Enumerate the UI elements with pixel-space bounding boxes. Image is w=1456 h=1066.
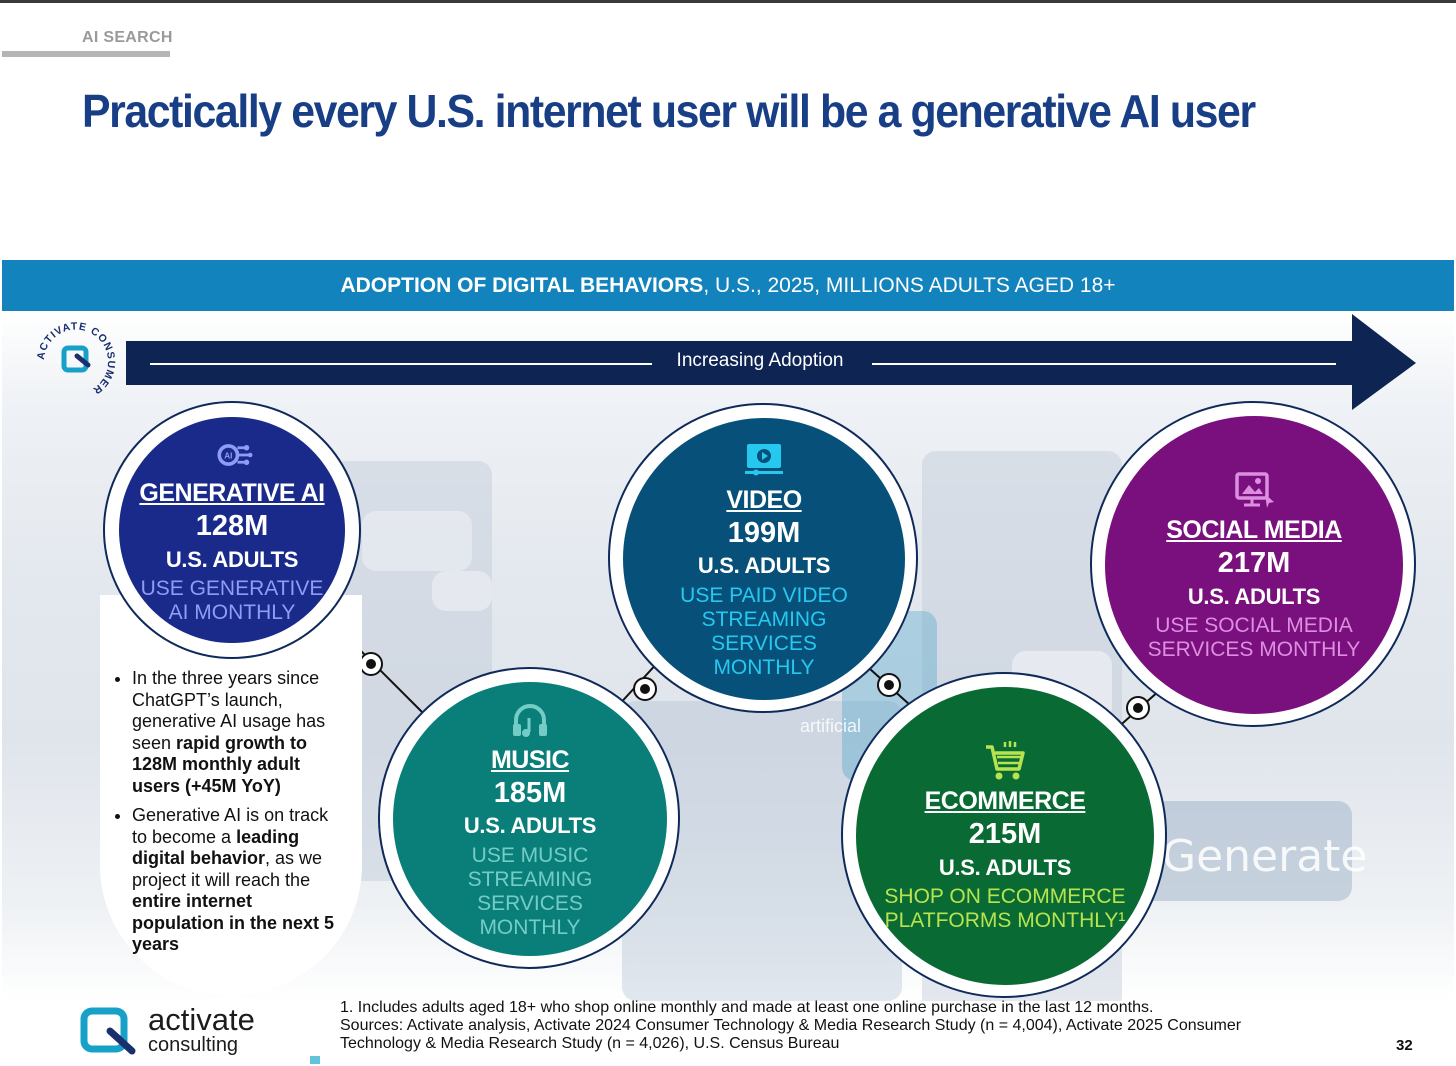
bubble-video-fill: VIDEO 199M U.S. ADULTS USE PAID VIDEO ST…: [623, 418, 905, 700]
bubble-ecommerce-fill: ECOMMERCE 215M U.S. ADULTS SHOP ON ECOMM…: [856, 687, 1154, 985]
footnote-line-1: 1. Includes adults aged 18+ who shop onl…: [340, 999, 1154, 1016]
chart-header-bold: ADOPTION OF DIGITAL BEHAVIORS: [340, 273, 704, 297]
bubble-social-media: SOCIAL MEDIA 217M U.S. ADULTS USE SOCIAL…: [1090, 401, 1416, 727]
badge-text: ACTIVATE CONSUMER INSIGHT: [32, 320, 116, 397]
bubble-category: VIDEO: [726, 485, 802, 514]
bubble-description: USE PAID VIDEO STREAMING SERVICES MONTHL…: [680, 583, 848, 680]
activate-consulting-logo-icon: [80, 1007, 136, 1055]
shopping-cart-icon: [986, 740, 1025, 780]
chart-header: ADOPTION OF DIGITAL BEHAVIORS, U.S., 202…: [2, 260, 1454, 311]
bubble-social-media-fill: SOCIAL MEDIA 217M U.S. ADULTS USE SOCIAL…: [1105, 416, 1403, 714]
bubble-description: USE MUSIC STREAMING SERVICES MONTHLY: [467, 843, 593, 940]
chart-header-rest: , U.S., 2025, MILLIONS ADULTS AGED 18+: [703, 273, 1116, 297]
footnote: 1. Includes adults aged 18+ who shop onl…: [340, 999, 1300, 1053]
logo-word-consulting: consulting: [148, 1034, 239, 1056]
top-rule: [0, 0, 1456, 3]
bubble-unit: U.S. ADULTS: [938, 854, 1072, 880]
bubble-value: 185M: [493, 777, 567, 810]
bubble-category: MUSIC: [490, 745, 570, 774]
bubble-value: 217M: [1217, 547, 1291, 580]
increasing-adoption-arrow: [126, 314, 1416, 410]
notes-panel: [100, 595, 362, 995]
bubble-unit: U.S. ADULTS: [165, 546, 299, 572]
logo-word-activate: activate: [148, 1002, 255, 1037]
bubble-unit: U.S. ADULTS: [463, 813, 597, 839]
bubble-ecommerce: ECOMMERCE 215M U.S. ADULTS SHOP ON ECOMM…: [841, 672, 1167, 998]
slide-title: Practically every U.S. internet user wil…: [82, 85, 1256, 137]
ai-gear-icon: AI: [217, 443, 253, 466]
svg-text:ACTIVATE CONSUMER INSIGHT: ACTIVATE CONSUMER INSIGHT: [32, 320, 117, 397]
video-screen-icon: [745, 443, 783, 476]
arrow-label: Increasing Adoption: [676, 350, 844, 371]
bubble-category: GENERATIVE AI: [139, 478, 325, 507]
bubble-value: 128M: [195, 510, 269, 543]
bg-word-artificial: artificial: [800, 716, 862, 736]
section-tag: AI SEARCH: [82, 29, 173, 46]
headphones-icon: [513, 703, 547, 737]
bubble-generative-ai-fill: AI GENERATIVE AI 128M U.S. ADULTS USE GE…: [119, 417, 345, 643]
bubble-generative-ai: AI GENERATIVE AI 128M U.S. ADULTS USE GE…: [103, 401, 361, 659]
page-number: 32: [1396, 1037, 1413, 1054]
bubble-description: SHOP ON ECOMMERCE PLATFORMS MONTHLY¹: [884, 885, 1126, 933]
svg-text:AI: AI: [224, 451, 232, 460]
bubble-category: SOCIAL MEDIA: [1166, 515, 1342, 544]
bubble-value: 215M: [968, 818, 1042, 851]
bubble-video: VIDEO 199M U.S. ADULTS USE PAID VIDEO ST…: [608, 403, 918, 713]
bubble-music: MUSIC 185M U.S. ADULTS USE MUSIC STREAMI…: [378, 667, 680, 969]
note-bullet-2: Generative AI is on track to become a le…: [132, 805, 346, 956]
bg-word-generate: Generate: [1162, 831, 1368, 882]
section-tag-underline: [2, 51, 170, 57]
footnote-sources: Sources: Activate analysis, Activate 202…: [340, 1017, 1242, 1052]
bubble-description: USE SOCIAL MEDIA SERVICES MONTHLY: [1147, 614, 1361, 662]
bubble-unit: U.S. ADULTS: [697, 553, 831, 579]
bubble-description: USE GENERATIVE AI MONTHLY: [140, 577, 324, 625]
footer-accent-mark: [310, 1056, 320, 1064]
bubble-unit: U.S. ADULTS: [1187, 583, 1321, 609]
activate-consumer-insight-badge: ACTIVATE CONSUMER INSIGHT: [32, 320, 117, 397]
insight-notes: In the three years since ChatGPT’s launc…: [116, 668, 346, 964]
bubble-value: 199M: [727, 517, 801, 550]
bubble-music-fill: MUSIC 185M U.S. ADULTS USE MUSIC STREAMI…: [393, 682, 667, 956]
bubble-category: ECOMMERCE: [924, 786, 1086, 815]
note-bullet-1: In the three years since ChatGPT’s launc…: [132, 668, 346, 797]
social-screen-icon: [1235, 471, 1274, 508]
